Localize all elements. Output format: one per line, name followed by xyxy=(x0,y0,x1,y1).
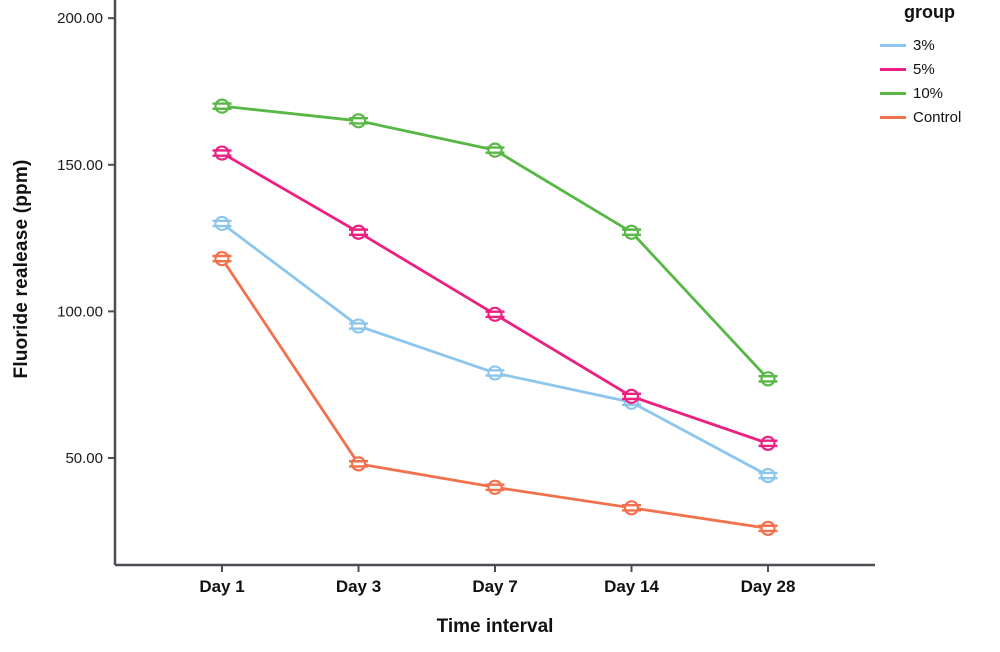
legend-label: Control xyxy=(913,109,962,126)
legend: group 3% 5% 10% Control xyxy=(880,2,998,133)
legend-swatch xyxy=(880,92,906,95)
legend-label: 5% xyxy=(913,61,935,78)
legend-item-5%: 5% xyxy=(880,61,998,78)
data-point-marker xyxy=(487,365,503,381)
data-point-marker xyxy=(623,224,640,240)
legend-swatch xyxy=(880,44,906,47)
x-axis-title: Time interval xyxy=(436,616,554,637)
legend-item-10%: 10% xyxy=(880,85,998,102)
x-tick-label: Day 1 xyxy=(199,577,244,596)
data-point-marker xyxy=(760,371,776,387)
data-point-marker xyxy=(350,318,367,334)
data-point-marker xyxy=(760,435,776,451)
data-point-marker xyxy=(214,145,230,161)
data-point-marker xyxy=(487,306,503,322)
data-point-marker xyxy=(350,113,367,129)
data-point-marker xyxy=(214,215,230,232)
legend-title: group xyxy=(904,2,955,22)
y-tick-label: 100.00 xyxy=(57,303,103,320)
data-point-marker xyxy=(760,520,776,536)
data-point-marker xyxy=(487,479,503,495)
legend-swatch xyxy=(880,68,906,71)
x-tick-label: Day 14 xyxy=(604,577,659,596)
data-point-marker xyxy=(214,98,230,114)
data-point-marker xyxy=(214,251,230,267)
legend-label: 10% xyxy=(913,85,944,102)
data-point-marker xyxy=(350,456,367,472)
data-point-marker xyxy=(760,467,776,484)
legend-item-3%: 3% xyxy=(880,37,998,54)
series-line-3% xyxy=(220,222,770,477)
data-point-marker xyxy=(623,500,640,516)
data-point-marker xyxy=(623,388,640,405)
legend-item-Control: Control xyxy=(880,109,998,126)
y-tick-label: 200.00 xyxy=(57,10,103,27)
x-tick-label: Day 28 xyxy=(741,577,796,596)
data-point-marker xyxy=(350,224,367,240)
x-tick-label: Day 7 xyxy=(472,577,517,596)
y-axis-title: Fluoride realease (ppm) xyxy=(11,159,32,379)
y-tick-label: 50.00 xyxy=(65,450,103,467)
y-tick-label: 150.00 xyxy=(57,157,103,174)
x-tick-label: Day 3 xyxy=(336,577,381,596)
legend-label: 3% xyxy=(913,37,935,54)
legend-items: 3% 5% 10% Control xyxy=(880,37,998,126)
data-point-marker xyxy=(487,142,503,158)
series-line-5% xyxy=(220,151,770,445)
legend-swatch xyxy=(880,116,906,119)
